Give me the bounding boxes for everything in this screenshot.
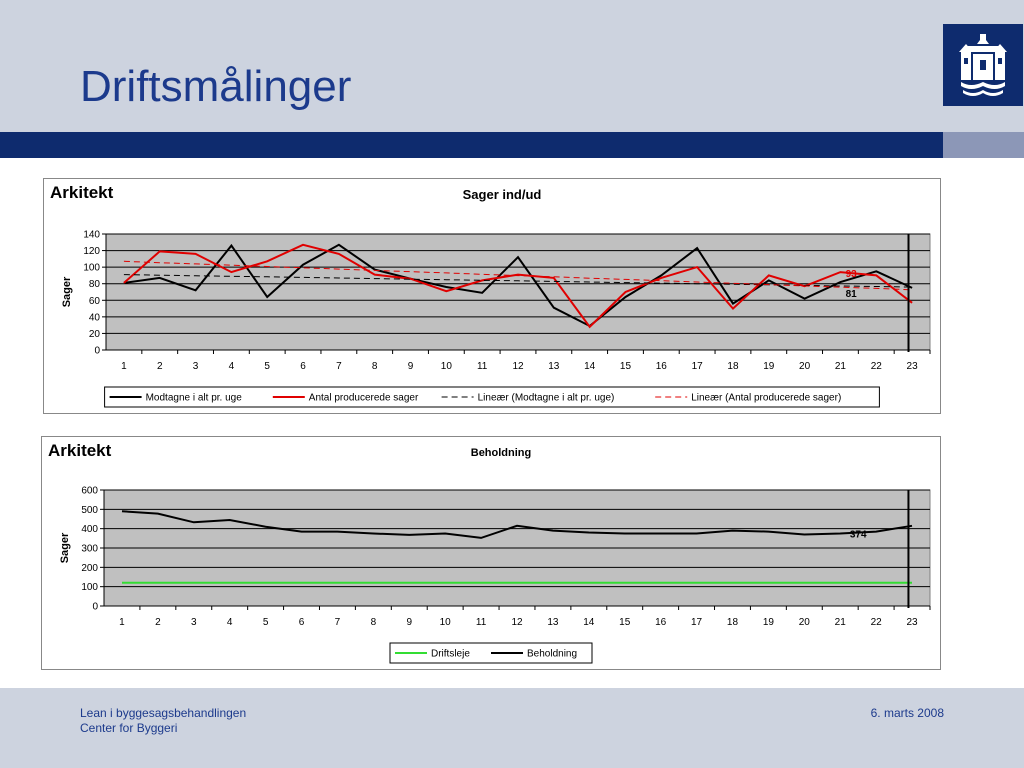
x-tick-label: 22: [871, 617, 883, 628]
plot-area: [105, 233, 931, 351]
slide-title: Driftsmålinger: [80, 62, 352, 111]
x-tick-label: 5: [264, 361, 270, 372]
legend-entry-2: Antal producerede sager: [309, 393, 419, 404]
x-tick-label: 19: [763, 617, 775, 628]
x-tick-label: 6: [299, 617, 305, 628]
x-tick-label: 3: [193, 361, 199, 372]
legend: [104, 386, 880, 408]
logo: [943, 24, 1023, 106]
x-tick-label: 4: [227, 617, 233, 628]
x-tick-label: 16: [655, 617, 667, 628]
series-line-2: [121, 510, 913, 539]
x-tick-label: 5: [263, 617, 269, 628]
chart-panel-beholdning: Beholdning 0 100 200 300 400 500 600 1 2 3 4 5 6 7 8 9 10…: [41, 436, 941, 670]
header-band: [0, 132, 943, 158]
y-tick-label: 300: [81, 544, 98, 555]
x-tick-label: 10: [441, 361, 453, 372]
y-tick-label: 200: [81, 563, 98, 574]
x-tick-label: 19: [763, 361, 775, 372]
y-tick-label: 100: [81, 582, 98, 593]
x-tick-label: 9: [406, 617, 412, 628]
x-tick-label: 13: [547, 617, 559, 628]
y-tick-label: 600: [81, 486, 98, 497]
x-tick-label: 2: [157, 361, 163, 372]
legend-entry-4: Lineær (Antal producerede sager): [691, 393, 841, 404]
x-tick-label: 9: [408, 361, 414, 372]
y-tick-label: 60: [89, 296, 101, 307]
y-tick-label: 0: [94, 346, 100, 357]
x-tick-label: 11: [476, 617, 487, 628]
footer-date: 6. marts 2008: [870, 706, 944, 720]
chart-title: Sager ind/ud: [463, 187, 542, 202]
x-tick-label: 17: [692, 361, 704, 372]
panel-label: Arkitekt: [44, 439, 116, 463]
x-tick-label: 1: [119, 617, 125, 628]
legend-entry-1: Driftsleje: [431, 649, 470, 660]
header-band-accent: [943, 132, 1024, 158]
x-tick-label: 16: [656, 361, 668, 372]
x-tick-label: 10: [440, 617, 452, 628]
x-tick-label: 21: [835, 617, 847, 628]
x-tick-label: 14: [584, 361, 596, 372]
y-tick-label: 140: [83, 230, 100, 241]
series-line-1: [123, 243, 913, 328]
x-tick-label: 6: [300, 361, 306, 372]
x-tick-label: 15: [619, 617, 631, 628]
data-label: 81: [846, 289, 858, 300]
y-tick-label: 120: [83, 246, 100, 257]
x-tick-label: 2: [155, 617, 161, 628]
y-tick-label: 400: [81, 524, 98, 535]
x-tick-label: 20: [799, 361, 811, 372]
x-tick-label: 11: [477, 361, 488, 372]
chart-title: Beholdning: [471, 447, 532, 459]
x-tick-label: 7: [336, 361, 342, 372]
footer-line-2: Center for Byggeri: [80, 721, 178, 735]
x-tick-label: 18: [727, 361, 739, 372]
legend-entry-3: Lineær (Modtagne i alt pr. uge): [478, 393, 615, 404]
x-tick-label: 3: [191, 617, 197, 628]
y-tick-label: 100: [83, 263, 100, 274]
x-tick-label: 14: [583, 617, 595, 628]
x-tick-label: 4: [229, 361, 235, 372]
y-axis-label: Sager: [59, 532, 71, 563]
footer-left: Lean i byggesagsbehandlingen Center for …: [80, 706, 246, 736]
data-label: 93: [846, 269, 858, 280]
series-line-3: [123, 274, 913, 288]
x-tick-label: 23: [907, 361, 919, 372]
x-tick-label: 12: [511, 617, 523, 628]
y-tick-label: 500: [81, 505, 98, 516]
x-tick-label: 7: [335, 617, 341, 628]
x-tick-label: 8: [372, 361, 378, 372]
x-tick-label: 15: [620, 361, 632, 372]
x-tick-label: 1: [121, 361, 127, 372]
y-tick-label: 0: [92, 602, 98, 613]
content-area: Sager ind/ud 0 20 40 60 80 100 120 140 1 2 3 4 5 6 7 8 9 1…: [0, 158, 1024, 688]
y-tick-label: 40: [89, 312, 101, 323]
footer-line-1: Lean i byggesagsbehandlingen: [80, 706, 247, 720]
x-tick-label: 21: [835, 361, 847, 372]
panel-label: Arkitekt: [46, 181, 118, 205]
x-tick-label: 18: [727, 617, 739, 628]
x-tick-label: 20: [799, 617, 811, 628]
x-tick-label: 23: [906, 617, 918, 628]
y-axis-label: Sager: [61, 276, 73, 307]
series-line-2: [123, 243, 913, 329]
legend-entry-1: Modtagne i alt pr. uge: [146, 393, 243, 404]
y-tick-label: 80: [89, 279, 101, 290]
x-tick-label: 13: [548, 361, 560, 372]
x-tick-label: 8: [371, 617, 377, 628]
data-label: 374: [850, 530, 867, 541]
x-tick-label: 22: [871, 361, 883, 372]
legend-entry-2: Beholdning: [527, 649, 577, 660]
x-tick-label: 17: [691, 617, 703, 628]
chart-panel-sager-ind-ud: Sager ind/ud 0 20 40 60 80 100 120 140 1 2 3 4 5 6 7 8 9 1…: [43, 178, 941, 414]
city-coat-of-arms-icon: [959, 34, 1007, 96]
y-tick-label: 20: [89, 329, 101, 340]
series-line-4: [123, 260, 913, 291]
x-tick-label: 12: [512, 361, 524, 372]
